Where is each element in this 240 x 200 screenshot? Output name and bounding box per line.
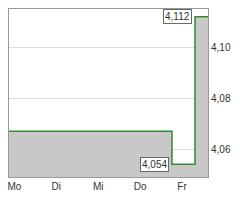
- svg-text:4,112: 4,112: [165, 11, 190, 22]
- svg-text:Mo: Mo: [7, 181, 21, 192]
- svg-text:4,10: 4,10: [211, 42, 231, 53]
- svg-text:Di: Di: [52, 181, 61, 192]
- svg-text:Mi: Mi: [93, 181, 104, 192]
- svg-text:Do: Do: [134, 181, 147, 192]
- svg-text:4,054: 4,054: [142, 159, 167, 170]
- svg-text:4,06: 4,06: [211, 144, 231, 155]
- svg-text:4,08: 4,08: [211, 93, 231, 104]
- svg-text:Fr: Fr: [177, 181, 187, 192]
